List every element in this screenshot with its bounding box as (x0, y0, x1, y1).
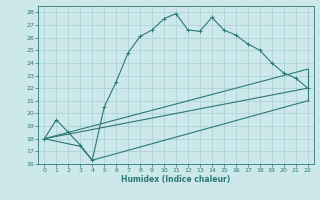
X-axis label: Humidex (Indice chaleur): Humidex (Indice chaleur) (121, 175, 231, 184)
